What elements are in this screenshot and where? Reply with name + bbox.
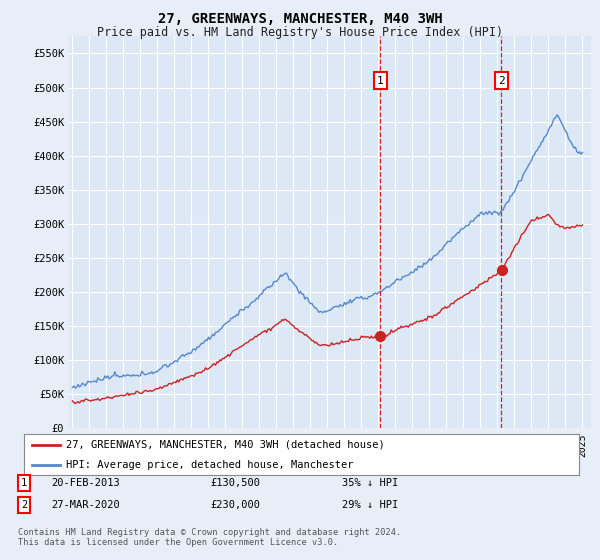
Text: 27-MAR-2020: 27-MAR-2020: [51, 500, 120, 510]
Text: Price paid vs. HM Land Registry's House Price Index (HPI): Price paid vs. HM Land Registry's House …: [97, 26, 503, 39]
Text: 27, GREENWAYS, MANCHESTER, M40 3WH: 27, GREENWAYS, MANCHESTER, M40 3WH: [158, 12, 442, 26]
Text: £130,500: £130,500: [210, 478, 260, 488]
Text: 20-FEB-2013: 20-FEB-2013: [51, 478, 120, 488]
Text: 1: 1: [377, 76, 384, 86]
Text: 2: 2: [498, 76, 505, 86]
Text: 1: 1: [21, 478, 27, 488]
Text: 35% ↓ HPI: 35% ↓ HPI: [342, 478, 398, 488]
Text: Contains HM Land Registry data © Crown copyright and database right 2024.
This d: Contains HM Land Registry data © Crown c…: [18, 528, 401, 547]
Text: 27, GREENWAYS, MANCHESTER, M40 3WH (detached house): 27, GREENWAYS, MANCHESTER, M40 3WH (deta…: [65, 440, 385, 450]
Text: £230,000: £230,000: [210, 500, 260, 510]
Text: 2: 2: [21, 500, 27, 510]
Text: 29% ↓ HPI: 29% ↓ HPI: [342, 500, 398, 510]
Text: HPI: Average price, detached house, Manchester: HPI: Average price, detached house, Manc…: [65, 460, 353, 470]
